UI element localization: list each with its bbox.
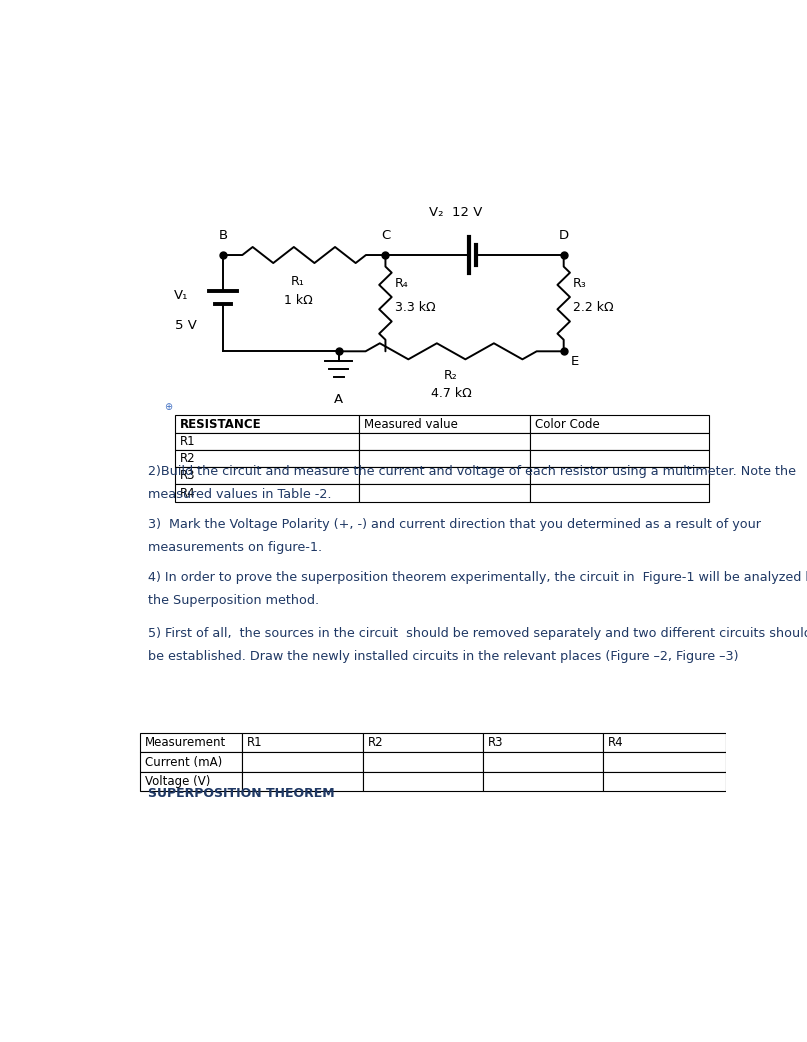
Bar (359, 432, 530, 450)
Text: 2)Build the circuit and measure the current and voltage of each resistor using a: 2)Build the circuit and measure the curr… (148, 465, 796, 478)
Bar (530, 432, 709, 450)
Text: Measured value: Measured value (364, 418, 458, 430)
Text: R₂: R₂ (444, 369, 458, 382)
Text: V₁: V₁ (174, 290, 189, 302)
Text: measured values in Table -2.: measured values in Table -2. (148, 488, 332, 501)
Text: 4) In order to prove the superposition theorem experimentally, the circuit in  F: 4) In order to prove the superposition t… (148, 571, 807, 585)
Bar (174, 416, 359, 432)
Text: SUPERPOSITION THEOREM: SUPERPOSITION THEOREM (148, 787, 334, 800)
Text: 4.7 kΩ: 4.7 kΩ (431, 387, 471, 399)
Text: R1: R1 (180, 435, 195, 448)
Text: be established. Draw the newly installed circuits in the relevant places (Figure: be established. Draw the newly installed… (148, 650, 738, 663)
Bar (362, 734, 483, 752)
Text: R2: R2 (180, 452, 195, 465)
Text: R2: R2 (367, 737, 383, 749)
Text: 2.2 kΩ: 2.2 kΩ (573, 301, 613, 314)
Text: C: C (381, 229, 390, 242)
Bar (359, 416, 530, 432)
Text: R1: R1 (247, 737, 263, 749)
Text: R₃: R₃ (573, 276, 587, 290)
Bar (362, 772, 483, 791)
Text: 5) First of all,  the sources in the circuit  should be removed separately and t: 5) First of all, the sources in the circ… (148, 627, 807, 640)
Text: R4: R4 (608, 737, 624, 749)
Text: B: B (218, 229, 228, 242)
Text: R4: R4 (180, 487, 195, 499)
Text: Color Code: Color Code (535, 418, 600, 430)
Bar (174, 467, 359, 485)
Bar (140, 752, 242, 772)
Text: R₁: R₁ (291, 275, 305, 288)
Bar (242, 772, 362, 791)
Bar (174, 450, 359, 467)
Text: Measurement: Measurement (144, 737, 226, 749)
Bar (140, 772, 242, 791)
Text: 3.3 kΩ: 3.3 kΩ (395, 301, 436, 314)
Bar (530, 450, 709, 467)
Bar (174, 485, 359, 502)
Text: 3)  Mark the Voltage Polarity (+, -) and current direction that you determined a: 3) Mark the Voltage Polarity (+, -) and … (148, 518, 761, 531)
Bar (242, 734, 362, 752)
Bar (603, 772, 726, 791)
Bar (530, 467, 709, 485)
Text: 1 kΩ: 1 kΩ (283, 294, 312, 306)
Text: V₂  12 V: V₂ 12 V (429, 206, 483, 219)
Text: E: E (571, 355, 579, 368)
Text: R3: R3 (488, 737, 504, 749)
Bar (174, 432, 359, 450)
Bar (362, 752, 483, 772)
Bar (530, 416, 709, 432)
Text: R3: R3 (180, 469, 195, 482)
Text: Current (mA): Current (mA) (144, 755, 222, 769)
Bar (483, 772, 603, 791)
Text: Voltage (V): Voltage (V) (144, 775, 210, 788)
Bar (483, 752, 603, 772)
Bar (603, 752, 726, 772)
Text: RESISTANCE: RESISTANCE (180, 418, 261, 430)
Bar (603, 734, 726, 752)
Bar (242, 752, 362, 772)
Text: R₄: R₄ (395, 276, 408, 290)
Text: 5 V: 5 V (174, 319, 197, 332)
Text: D: D (558, 229, 569, 242)
Bar (359, 485, 530, 502)
Bar (140, 734, 242, 752)
Text: A: A (334, 393, 343, 406)
Bar (359, 467, 530, 485)
Text: measurements on figure-1.: measurements on figure-1. (148, 541, 322, 553)
Bar (359, 450, 530, 467)
Bar (483, 734, 603, 752)
Bar (530, 485, 709, 502)
Text: the Superposition method.: the Superposition method. (148, 594, 319, 606)
Text: ⊕: ⊕ (165, 402, 173, 413)
